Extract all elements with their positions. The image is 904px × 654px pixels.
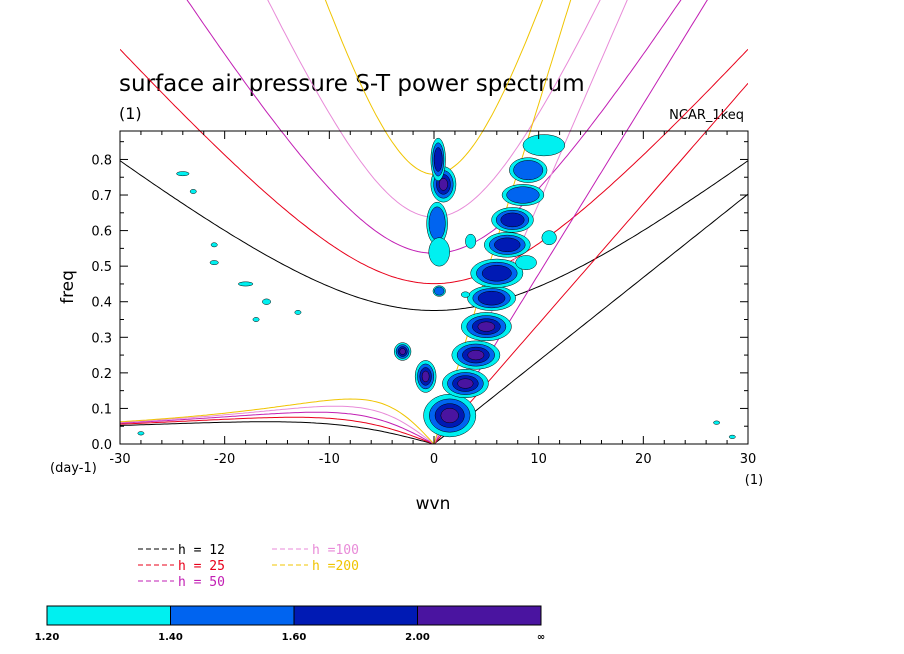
colorbar-label: 1.40 <box>158 632 183 643</box>
contour-blob <box>440 408 459 424</box>
contour-blob <box>438 178 448 191</box>
contour-blob <box>137 431 145 436</box>
contour-blob <box>252 317 260 322</box>
x-tick-label: 20 <box>635 452 652 467</box>
legend-label: h = 12 <box>178 543 225 558</box>
x-axis: -30 -20 -10 0 10 20 30 <box>109 131 756 467</box>
contour-blob <box>294 310 302 315</box>
y-tick-label: 0.8 <box>91 153 112 168</box>
contour-blob <box>210 242 218 248</box>
contour-blob <box>209 260 219 265</box>
y-tick-label: 0.6 <box>91 225 112 240</box>
contour-blob <box>494 237 521 253</box>
contour-blob <box>428 206 446 241</box>
legend-label: h =100 <box>312 543 359 558</box>
contour-blob <box>467 349 485 361</box>
contour-blob <box>513 160 544 181</box>
x-tick-label: -20 <box>214 452 235 467</box>
contour-blob <box>189 189 197 194</box>
contour-blob <box>500 212 525 228</box>
contour-blob <box>262 298 271 305</box>
contour-blob <box>515 255 537 270</box>
contour-blob <box>481 265 512 282</box>
colorbar-segment <box>170 605 295 626</box>
colorbar-segment <box>293 605 418 626</box>
x-axis-unit: (1) <box>745 473 763 488</box>
contour-blob <box>176 171 190 177</box>
gravity-wave-curve <box>120 48 748 285</box>
y-tick-label: 0.2 <box>91 367 112 382</box>
dataset-label: NCAR_1keq <box>669 108 744 123</box>
x-tick-label: -10 <box>319 452 340 467</box>
colorbar-segment <box>46 605 171 626</box>
x-tick-label: -30 <box>109 452 130 467</box>
contour-blob <box>399 348 406 355</box>
rossby-curve <box>120 416 435 444</box>
x-tick-label: 10 <box>530 452 547 467</box>
contour-blob <box>477 321 496 332</box>
rossby-curve <box>120 405 435 444</box>
contour-blob <box>238 281 254 287</box>
y-axis-unit: (day-1) <box>50 461 97 476</box>
y-axis-label: freq <box>58 270 78 304</box>
contour-blob <box>728 434 736 439</box>
legend-label: h =200 <box>312 559 359 574</box>
y-axis: 0.0 0.1 0.2 0.3 0.4 0.5 0.6 0.7 0.8 <box>91 141 748 453</box>
legend-label: h = 50 <box>178 575 225 590</box>
chart-subtitle: (1) <box>119 104 142 123</box>
y-tick-label: 0.7 <box>91 189 112 204</box>
rossby-curve <box>120 421 435 444</box>
colorbar-label: 1.60 <box>282 632 307 643</box>
contour-blob <box>421 370 430 383</box>
colorbar-label: 1.20 <box>35 632 60 643</box>
contour-blob <box>713 420 720 425</box>
y-tick-label: 0.5 <box>91 260 112 275</box>
rossby-curve <box>120 411 435 444</box>
contour-blob <box>541 230 557 246</box>
colorbar: 1.20 1.40 1.60 2.00 ∞ <box>35 605 545 643</box>
y-tick-label: 0.1 <box>91 402 112 417</box>
contour-blob <box>428 237 450 267</box>
contour-blob <box>460 291 470 298</box>
legend-label: h = 25 <box>178 559 225 574</box>
contour-blob <box>433 147 443 172</box>
y-tick-label: 0.4 <box>91 296 112 311</box>
gravity-wave-curve <box>120 160 748 311</box>
contour-blob <box>477 290 506 306</box>
x-tick-label: 0 <box>430 452 438 467</box>
kelvin-curve <box>433 193 748 444</box>
colorbar-label: 2.00 <box>405 632 430 643</box>
chart-title: surface air pressure S-T power spectrum <box>119 71 585 97</box>
colorbar-label: ∞ <box>537 632 545 643</box>
x-axis-label: wvn <box>416 494 451 514</box>
rossby-curve <box>120 398 435 444</box>
contour-blob <box>465 233 477 249</box>
contour-blob <box>506 186 540 204</box>
x-tick-label: 30 <box>740 452 757 467</box>
power-contours <box>137 134 736 439</box>
colorbar-segment <box>417 605 542 626</box>
y-tick-label: 0.3 <box>91 331 112 346</box>
y-tick-label: 0.0 <box>91 438 112 453</box>
contour-blob <box>522 134 566 157</box>
contour-blob <box>434 286 445 296</box>
contour-blob <box>457 378 474 389</box>
